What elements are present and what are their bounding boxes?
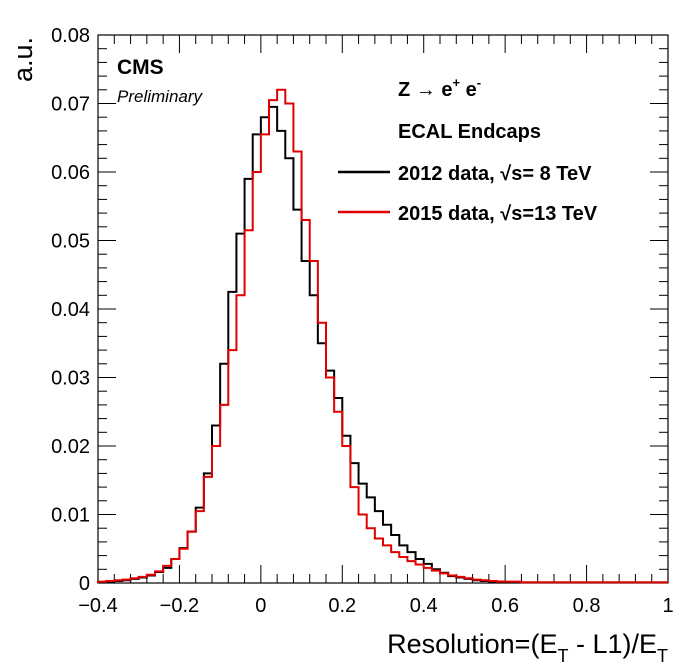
y-tick-label: 0.04 [51, 299, 90, 321]
x-tick-label: 0.2 [328, 595, 356, 617]
x-tick-label: 0.4 [410, 595, 438, 617]
plot-frame-border [97, 34, 669, 584]
series-1-histogram [97, 88, 668, 584]
legend: 2012 data, √s= 8 TeV 2015 data, √s=13 Te… [338, 163, 598, 225]
y-tick-label: 0.01 [51, 505, 90, 527]
axis-ticks [97, 34, 669, 584]
x-tick-label: −0.4 [78, 595, 117, 617]
x-axis-label: Resolution=(ET - L1)/ET [387, 629, 668, 666]
preliminary-label: Preliminary [117, 87, 204, 106]
y-tick-label: 0.02 [51, 436, 90, 458]
legend-label-2015: 2015 data, √s=13 TeV [398, 203, 598, 225]
y-tick-label: 0.05 [51, 231, 90, 253]
y-axis-label: a.u. [8, 37, 38, 82]
x-tick-label: 0.8 [573, 595, 601, 617]
y-tick-label: 0.08 [51, 25, 90, 47]
y-tick-label: 0.03 [51, 368, 90, 390]
y-tick-label: 0.06 [51, 162, 90, 184]
y-tick-label: 0.07 [51, 94, 90, 116]
histogram-series [97, 88, 668, 584]
x-tick-label: 0 [255, 595, 266, 617]
legend-label-2012: 2012 data, √s= 8 TeV [398, 163, 592, 185]
tick-labels: −0.4 −0.2 0 0.2 0.4 0.6 0.8 1 0 0.01 0.02 0.03 0.04 0… [51, 25, 674, 617]
region-label: ECAL Endcaps [398, 121, 541, 143]
x-tick-label: 0.6 [491, 595, 519, 617]
plot-frame [97, 34, 669, 584]
x-tick-label: −0.2 [160, 595, 199, 617]
y-tick-label: 0 [79, 573, 90, 595]
process-label: Z → e+ e- [398, 75, 481, 101]
cms-label: CMS [117, 56, 164, 79]
x-tick-label: 1 [662, 595, 673, 617]
